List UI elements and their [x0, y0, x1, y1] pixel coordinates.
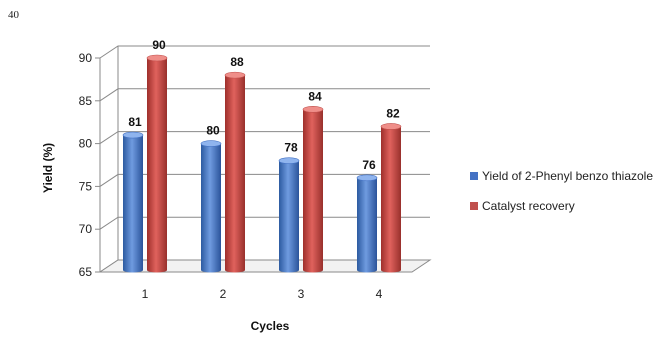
- data-label: 82: [386, 106, 400, 120]
- axis-layer: [95, 46, 432, 273]
- bar-base: [303, 267, 323, 273]
- bar-yield-4: [357, 177, 377, 270]
- bar-base: [123, 267, 143, 273]
- data-label: 81: [128, 115, 142, 129]
- x-tick-label: 2: [220, 287, 227, 301]
- labels-layer: 65 70 75 80 85 90 81 90 1 80 88 2 78 84 3 76 82 4: [79, 38, 400, 301]
- data-label: 80: [206, 124, 220, 138]
- data-label: 90: [152, 38, 166, 52]
- x-tick-label: 1: [142, 287, 149, 301]
- bar-yield-1: [123, 135, 143, 270]
- bar-base: [357, 267, 377, 273]
- data-label: 78: [284, 141, 298, 155]
- bar-yield-2: [201, 143, 221, 270]
- bar-top: [122, 131, 144, 139]
- page-number: 40: [8, 9, 19, 21]
- bar-yield-3: [279, 160, 299, 270]
- x-tick-label: 4: [376, 287, 383, 301]
- data-label: 76: [362, 158, 376, 172]
- bar-base: [381, 267, 401, 273]
- bar-base: [201, 267, 221, 273]
- bar-base: [279, 267, 299, 273]
- y-axis-title: Yield (%): [41, 143, 55, 193]
- bar-top: [146, 54, 168, 62]
- bar-recovery-1: [147, 58, 167, 270]
- bar-top: [356, 174, 378, 182]
- legend-label-recovery: Catalyst recovery: [482, 199, 575, 213]
- y-tick-label: 65: [79, 265, 93, 279]
- y-tick-label: 70: [79, 222, 93, 236]
- y-tick-label: 80: [79, 137, 93, 151]
- legend-item-recovery: Catalyst recovery: [470, 198, 653, 214]
- bar-top: [224, 71, 246, 79]
- bar-recovery-3: [303, 109, 323, 270]
- data-label: 88: [230, 55, 244, 69]
- legend: Yield of 2-Phenyl benzo thiazole Catalys…: [470, 168, 653, 228]
- bar-recovery-4: [381, 126, 401, 270]
- bar-top: [200, 140, 222, 147]
- legend-swatch-recovery: [470, 202, 478, 210]
- bar-top: [278, 157, 300, 165]
- legend-swatch-yield: [470, 172, 478, 180]
- bars-layer: [122, 54, 402, 273]
- y-tick-label: 90: [79, 51, 93, 65]
- legend-label-yield: Yield of 2-Phenyl benzo thiazole: [482, 169, 653, 183]
- y-tick-label: 85: [79, 94, 93, 108]
- x-tick-label: 3: [298, 287, 305, 301]
- bar-top: [302, 106, 324, 113]
- bar-recovery-2: [225, 75, 245, 271]
- bar-base: [147, 267, 167, 273]
- x-axis-title: Cycles: [251, 319, 290, 333]
- legend-item-yield: Yield of 2-Phenyl benzo thiazole: [470, 168, 653, 184]
- bar-top: [380, 123, 402, 130]
- y-tick-label: 75: [79, 179, 93, 193]
- bar-base: [225, 267, 245, 273]
- data-label: 84: [308, 89, 322, 103]
